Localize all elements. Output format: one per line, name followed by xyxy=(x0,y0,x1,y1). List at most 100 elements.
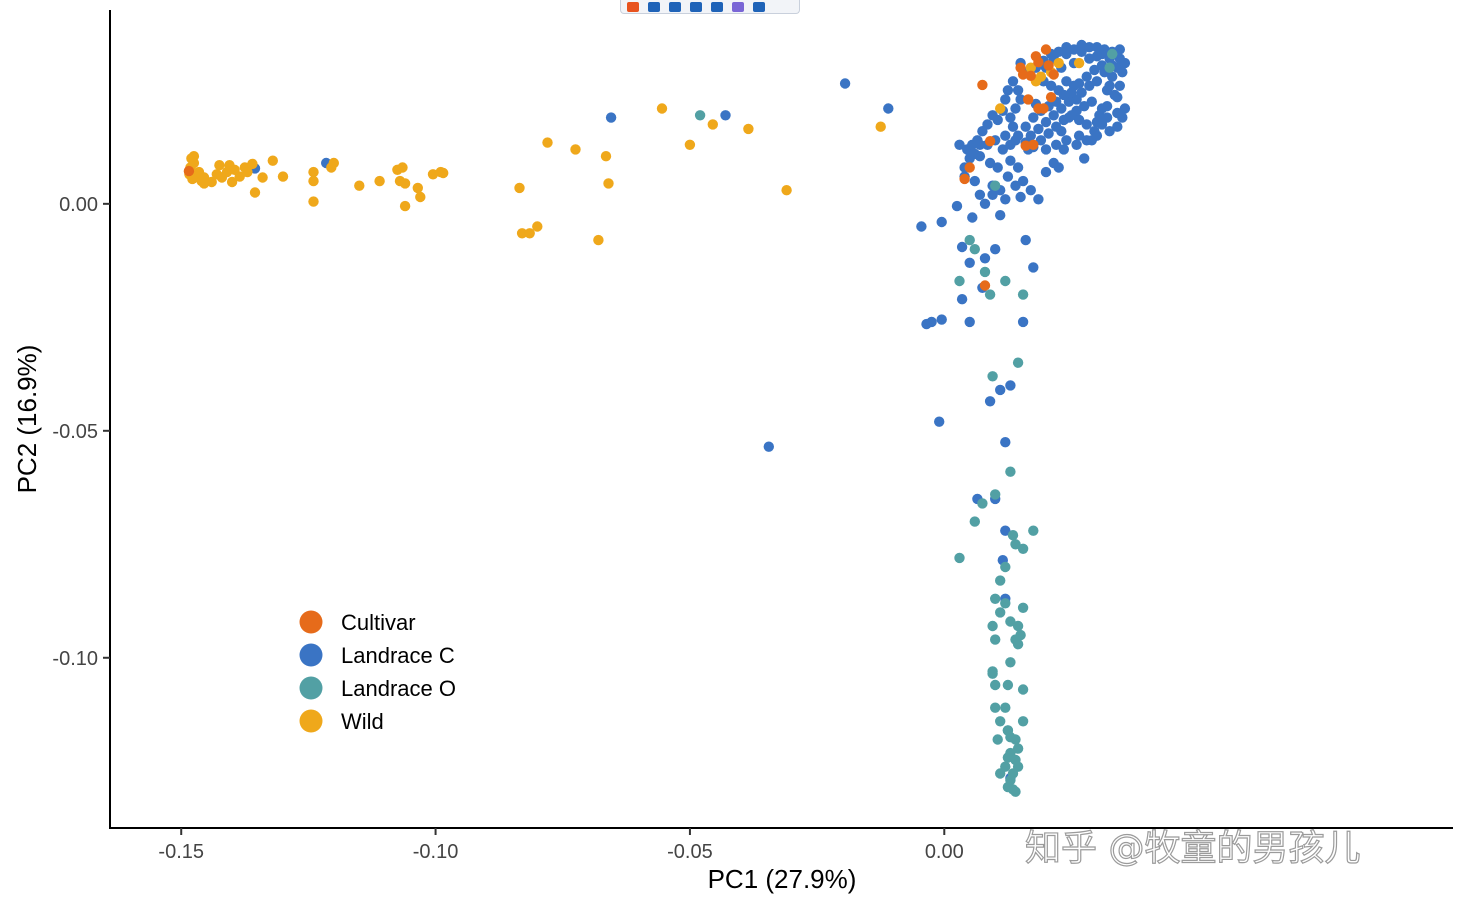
point-landrace-c xyxy=(1112,92,1123,103)
point-landrace-c xyxy=(1119,103,1131,114)
point-wild xyxy=(570,144,581,155)
point-wild xyxy=(308,196,319,207)
point-landrace-c xyxy=(1084,80,1095,92)
microphone-icon[interactable] xyxy=(690,1,702,12)
point-wild xyxy=(399,178,411,189)
point-landrace-c xyxy=(1051,121,1062,132)
legend-key-cultivar xyxy=(299,610,323,634)
point-landrace-o xyxy=(1010,734,1021,745)
point-landrace-c xyxy=(1058,144,1070,155)
point-wild xyxy=(1035,71,1047,82)
point-landrace-c xyxy=(1073,78,1085,89)
point-cultivar xyxy=(984,136,996,147)
point-landrace-o xyxy=(1017,289,1029,300)
point-landrace-o xyxy=(1017,716,1029,727)
point-wild xyxy=(308,166,319,178)
x-axis-title: PC1 (27.9%) xyxy=(708,864,857,894)
point-wild xyxy=(328,157,339,169)
point-landrace-c xyxy=(951,200,963,212)
point-landrace-o xyxy=(990,634,1001,645)
point-landrace-o xyxy=(1012,743,1024,754)
legend-label-cultivar: Cultivar xyxy=(341,610,416,635)
x-ticks: -0.15 -0.10 -0.05 0.00 xyxy=(158,828,964,863)
point-landrace-c xyxy=(934,416,945,427)
point-landrace-c xyxy=(1033,123,1044,135)
point-wild xyxy=(374,175,385,187)
point-wild xyxy=(412,182,423,194)
point-landrace-c xyxy=(921,318,932,330)
point-wild xyxy=(242,166,253,178)
point-landrace-c xyxy=(1007,121,1019,132)
sogou-logo-icon[interactable] xyxy=(627,1,639,12)
x-tick-label: -0.15 xyxy=(158,841,204,863)
point-landrace-c xyxy=(1017,316,1029,328)
point-landrace-c xyxy=(995,384,1006,396)
point-landrace-o xyxy=(1012,620,1024,632)
point-landrace-c xyxy=(1089,64,1100,76)
point-wild xyxy=(593,234,604,246)
point-landrace-o xyxy=(694,110,706,121)
legend-label-landrace-o: Landrace O xyxy=(341,676,456,701)
point-wild xyxy=(542,137,553,148)
point-landrace-o xyxy=(984,289,996,300)
point-wild xyxy=(707,119,718,130)
point-cultivar xyxy=(1022,94,1034,105)
point-wild xyxy=(188,151,200,162)
point-landrace-c xyxy=(1079,153,1090,164)
point-cultivar xyxy=(1045,92,1057,103)
point-wild xyxy=(743,123,754,135)
point-landrace-c xyxy=(964,257,975,268)
point-landrace-o xyxy=(1002,781,1014,793)
point-cultivar xyxy=(1038,103,1049,114)
point-wild xyxy=(600,151,612,162)
point-wild xyxy=(516,228,528,239)
skin-shirt-icon[interactable] xyxy=(732,1,744,12)
point-landrace-c xyxy=(992,162,1003,173)
point-landrace-o xyxy=(1104,62,1115,73)
point-landrace-c xyxy=(1000,94,1011,105)
point-landrace-o xyxy=(987,666,998,677)
point-landrace-c xyxy=(995,210,1006,221)
point-cultivar xyxy=(183,165,195,177)
point-landrace-o xyxy=(1012,357,1024,368)
point-landrace-c xyxy=(1112,107,1123,119)
point-wild xyxy=(397,162,408,173)
point-landrace-c xyxy=(1066,87,1077,98)
point-landrace-c xyxy=(1015,94,1026,105)
point-wild xyxy=(249,187,261,198)
point-landrace-o xyxy=(1007,530,1019,541)
point-landrace-c xyxy=(1028,112,1039,123)
point-landrace-o xyxy=(1107,48,1118,60)
point-landrace-c xyxy=(1017,175,1029,187)
point-landrace-c xyxy=(1061,135,1072,146)
point-landrace-c xyxy=(1000,194,1011,205)
point-landrace-o xyxy=(954,552,965,564)
chinese-input-icon[interactable] xyxy=(648,1,660,12)
point-landrace-o xyxy=(1005,616,1016,627)
point-landrace-o xyxy=(1010,786,1021,797)
legend-key-wild xyxy=(299,709,323,733)
x-tick-label: 0.00 xyxy=(925,841,964,863)
legend-key-landrace-o xyxy=(299,676,323,700)
point-landrace-o xyxy=(1017,543,1029,554)
point-landrace-c xyxy=(1040,144,1052,155)
legend: Cultivar Landrace C Landrace O Wild xyxy=(299,610,456,734)
point-landrace-c xyxy=(1005,112,1016,123)
toolbox-grid-icon[interactable] xyxy=(753,1,765,12)
point-landrace-c xyxy=(1117,67,1128,78)
point-landrace-o xyxy=(1010,539,1021,550)
point-wild xyxy=(995,103,1006,114)
point-landrace-c xyxy=(916,221,927,232)
point-landrace-c xyxy=(987,110,998,121)
point-landrace-c xyxy=(979,253,991,264)
point-wild xyxy=(875,121,886,132)
point-landrace-o xyxy=(990,593,1001,604)
browser-extension-toolbar[interactable] xyxy=(620,0,800,14)
point-landrace-o xyxy=(987,371,998,382)
point-wild xyxy=(415,191,426,203)
point-landrace-c xyxy=(1045,80,1057,92)
punctuation-icon[interactable] xyxy=(669,1,681,12)
point-cultivar xyxy=(977,79,988,91)
keyboard-icon[interactable] xyxy=(711,1,723,12)
point-landrace-c xyxy=(987,189,998,200)
